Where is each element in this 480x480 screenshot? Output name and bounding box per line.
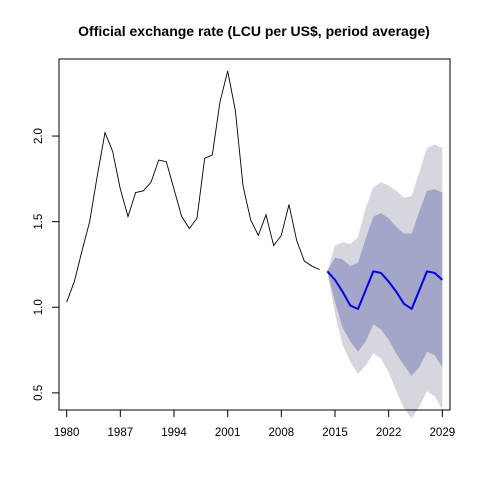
band-80-area [327,189,443,376]
y-tick-label: 1.5 [33,214,45,230]
history-line [66,70,320,303]
x-tick-label: 1987 [108,427,134,439]
series-lines [66,70,443,310]
x-axis: 1980 1987 1994 2001 2008 2015 2022 2029 [54,409,456,439]
x-tick-label: 2029 [430,427,456,439]
y-axis: 0.5 1.0 1.5 2.0 [33,128,60,401]
x-tick-label: 1994 [161,427,187,439]
chart-title: Official exchange rate (LCU per US$, per… [78,23,430,39]
x-tick-label: 2022 [376,427,402,439]
y-tick-label: 0.5 [33,385,45,401]
prediction-band-80 [327,189,443,376]
forecast-line [326,270,443,310]
y-tick-label: 1.0 [33,299,45,315]
x-tick-label: 2015 [322,427,348,439]
x-tick-label: 2001 [215,427,241,439]
y-tick-label: 2.0 [33,128,45,144]
x-tick-label: 2008 [269,427,295,439]
x-tick-label: 1980 [54,427,80,439]
